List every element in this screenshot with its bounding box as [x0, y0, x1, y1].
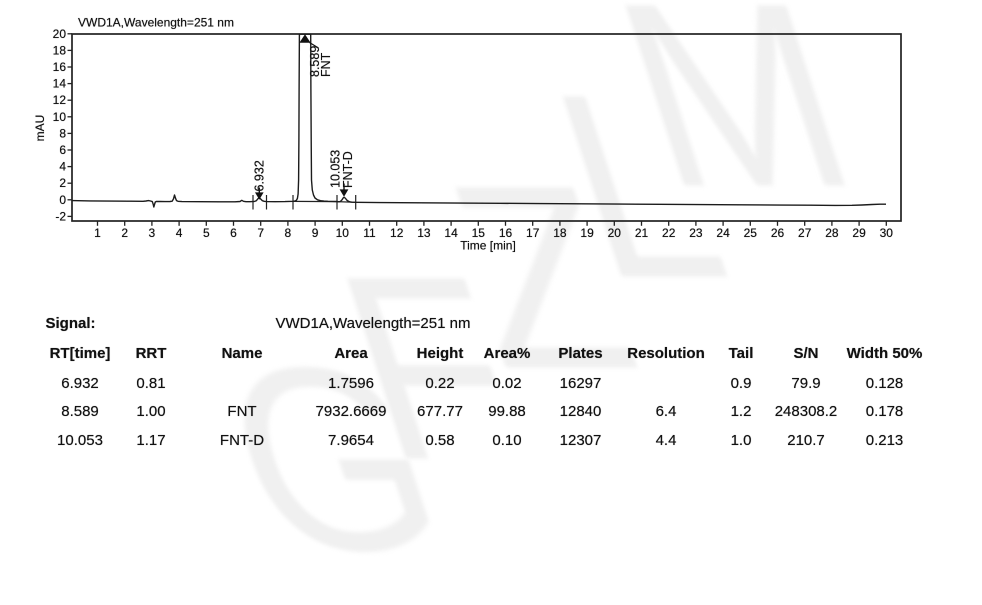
svg-text:4: 4 — [59, 160, 66, 174]
svg-text:24: 24 — [716, 226, 730, 240]
svg-text:7: 7 — [257, 226, 264, 240]
svg-text:19: 19 — [580, 226, 594, 240]
svg-text:-2: -2 — [55, 209, 66, 223]
svg-text:20: 20 — [608, 226, 622, 240]
svg-text:5: 5 — [203, 226, 210, 240]
svg-text:26: 26 — [771, 226, 785, 240]
svg-text:10: 10 — [336, 226, 350, 240]
svg-text:20: 20 — [53, 27, 67, 41]
svg-text:FNT-D: FNT-D — [341, 151, 355, 188]
svg-text:0: 0 — [59, 193, 66, 207]
svg-text:2: 2 — [59, 176, 66, 190]
svg-text:18: 18 — [553, 226, 567, 240]
svg-text:VWD1A,Wavelength=251 nm: VWD1A,Wavelength=251 nm — [78, 16, 234, 30]
svg-text:8: 8 — [285, 226, 292, 240]
svg-text:25: 25 — [744, 226, 758, 240]
svg-text:30: 30 — [880, 226, 894, 240]
svg-text:16: 16 — [499, 226, 513, 240]
svg-text:mAU: mAU — [33, 115, 47, 142]
svg-text:8: 8 — [59, 126, 66, 140]
svg-text:22: 22 — [662, 226, 676, 240]
svg-text:4: 4 — [176, 226, 183, 240]
svg-text:16: 16 — [53, 60, 67, 74]
svg-text:6: 6 — [59, 143, 66, 157]
svg-text:11: 11 — [363, 226, 376, 240]
svg-text:6.932: 6.932 — [252, 160, 266, 191]
svg-text:28: 28 — [825, 226, 839, 240]
svg-text:27: 27 — [798, 226, 812, 240]
svg-text:12: 12 — [390, 226, 404, 240]
svg-text:29: 29 — [852, 226, 866, 240]
svg-text:9: 9 — [312, 226, 319, 240]
svg-text:23: 23 — [689, 226, 703, 240]
svg-text:12: 12 — [53, 93, 67, 107]
svg-text:3: 3 — [149, 226, 156, 240]
svg-text:6: 6 — [230, 226, 237, 240]
svg-text:18: 18 — [53, 43, 67, 57]
svg-text:21: 21 — [635, 226, 649, 240]
svg-text:Time [min]: Time [min] — [460, 239, 516, 253]
svg-text:10.053: 10.053 — [328, 150, 342, 188]
svg-text:10: 10 — [53, 110, 67, 124]
svg-text:14: 14 — [444, 226, 458, 240]
svg-text:8.589: 8.589 — [308, 46, 322, 77]
svg-text:15: 15 — [472, 226, 486, 240]
svg-text:2: 2 — [121, 226, 128, 240]
svg-text:1: 1 — [94, 226, 101, 240]
svg-text:17: 17 — [526, 226, 540, 240]
svg-text:14: 14 — [53, 77, 67, 91]
svg-text:13: 13 — [417, 226, 431, 240]
svg-text:FNT: FNT — [319, 52, 333, 77]
